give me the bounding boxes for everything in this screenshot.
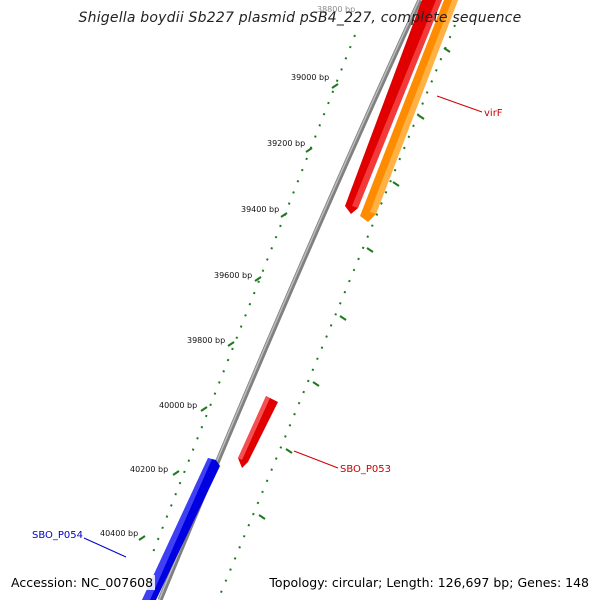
outer-tick-track [149,34,356,561]
tick-label: 38800 bp [317,5,355,14]
gene-SBO_P053 [238,396,278,468]
gene-virF [360,0,458,222]
tick-label: 39000 bp [291,73,329,82]
length-label: Length: [386,575,434,590]
genes-value: 148 [565,575,589,590]
gene-label-SBO_P054: SBO_P054 [32,530,127,558]
tick-label: 39200 bp [267,139,305,148]
topology-label: Topology: [269,575,328,590]
tick-labels: 38800 bp 39000 bp 39200 bp 39400 bp 3960… [100,5,355,538]
tick-label: 40400 bp [100,529,138,538]
tick-label: 40000 bp [159,401,197,410]
gene-label-SBO_P053: SBO_P053 [293,450,391,475]
topology-value: circular [331,575,379,590]
gene-SBO_P054 [142,458,220,600]
length-value: 126,697 bp [437,575,510,590]
tick-label: 39400 bp [241,205,279,214]
gene-name: virF [484,108,503,119]
gene-name: SBO_P054 [32,530,83,541]
gene-name: SBO_P053 [340,464,391,475]
gene-red-upper [345,0,442,214]
tick-label: 39800 bp [187,336,225,345]
sequence-info: Topology: circular; Length: 126,697 bp; … [267,575,591,590]
inner-tick-track [219,24,456,596]
outer-major-ticks [138,83,339,541]
gene-label-virF: virF [436,95,503,119]
tick-label: 40200 bp [130,465,168,474]
map-title: Shigella boydii Sb227 plasmid pSB4_227, … [78,10,522,26]
inner-major-ticks [258,47,451,520]
genes-label: Genes: [517,575,562,590]
accession-info: Accession: NC_007608 [9,575,156,590]
accession-value: NC_007608 [81,575,154,590]
accession-label: Accession: [11,575,78,590]
tick-label: 39600 bp [214,271,252,280]
